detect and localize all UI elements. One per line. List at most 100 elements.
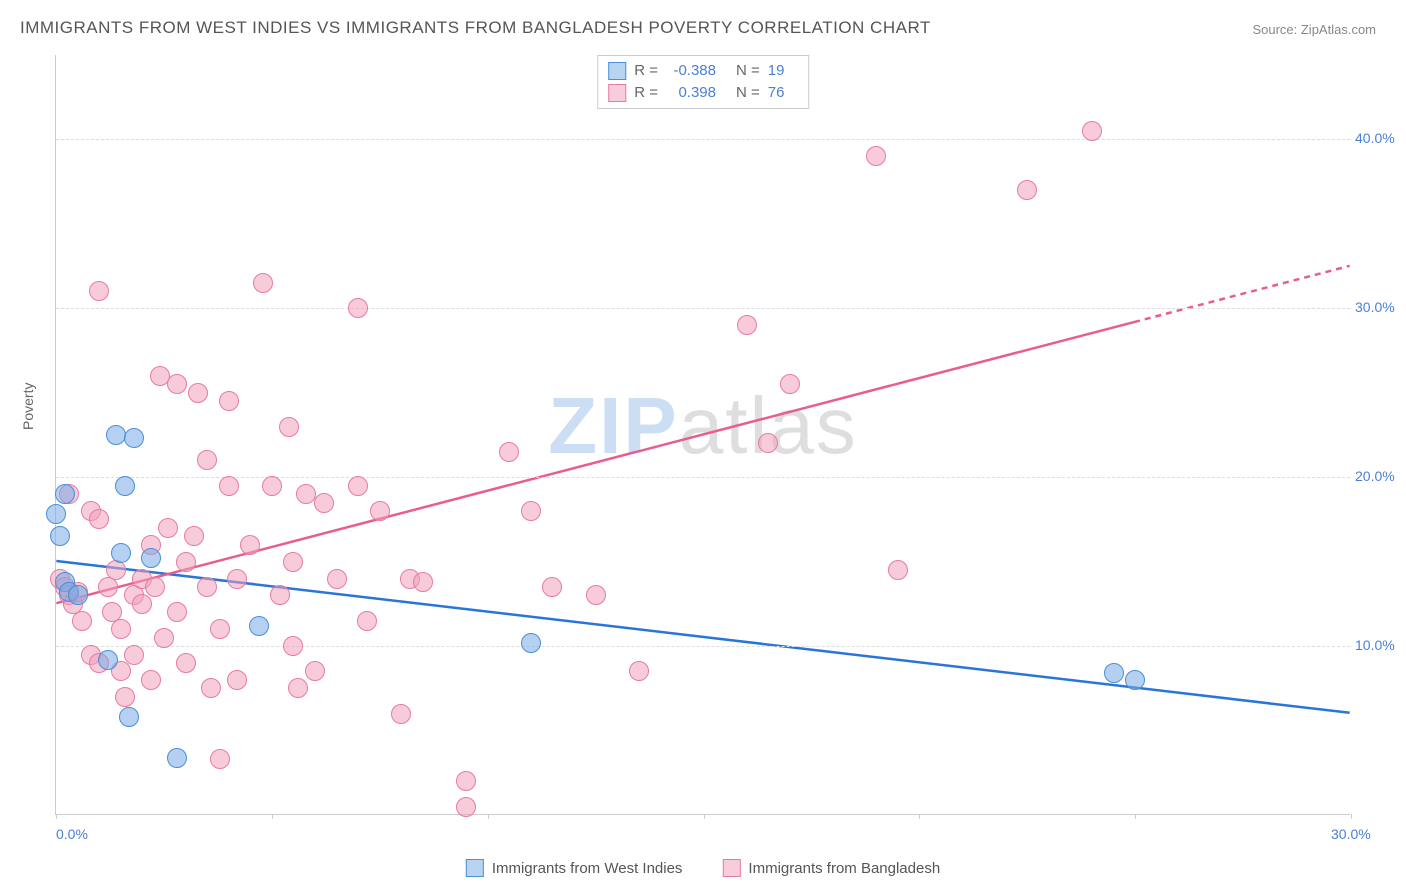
data-point [456, 771, 476, 791]
legend-swatch [608, 84, 626, 102]
data-point [115, 687, 135, 707]
data-point [1017, 180, 1037, 200]
data-point [586, 585, 606, 605]
legend-swatch [466, 859, 484, 877]
data-point [72, 611, 92, 631]
data-point [68, 585, 88, 605]
data-point [55, 484, 75, 504]
data-point [262, 476, 282, 496]
legend-label: Immigrants from Bangladesh [748, 860, 940, 877]
data-point [111, 543, 131, 563]
data-point [1104, 663, 1124, 683]
data-point [499, 442, 519, 462]
data-point [327, 569, 347, 589]
data-point [158, 518, 178, 538]
stat-r-value: -0.388 [666, 60, 716, 82]
data-point [288, 678, 308, 698]
gridline [56, 139, 1350, 140]
data-point [521, 633, 541, 653]
data-point [370, 501, 390, 521]
chart-title: IMMIGRANTS FROM WEST INDIES VS IMMIGRANT… [20, 18, 931, 38]
data-point [357, 611, 377, 631]
gridline [56, 308, 1350, 309]
x-tick-label: 30.0% [1331, 826, 1371, 842]
data-point [167, 748, 187, 768]
stats-row: R = 0.398 N = 76 [608, 82, 798, 104]
data-point [124, 645, 144, 665]
chart-plot-area: ZIPatlas R =-0.388N =19R =0.398N =76 10.… [55, 55, 1350, 815]
x-tick-mark [488, 814, 489, 819]
data-point [758, 433, 778, 453]
data-point [197, 450, 217, 470]
x-tick-mark [56, 814, 57, 819]
data-point [391, 704, 411, 724]
data-point [141, 548, 161, 568]
data-point [167, 602, 187, 622]
data-point [98, 650, 118, 670]
y-tick-label: 40.0% [1355, 130, 1405, 146]
y-tick-label: 10.0% [1355, 637, 1405, 653]
data-point [115, 476, 135, 496]
stat-n-label: N = [736, 82, 760, 104]
gridline [56, 477, 1350, 478]
data-point [737, 315, 757, 335]
data-point [132, 594, 152, 614]
x-tick-mark [272, 814, 273, 819]
data-point [167, 374, 187, 394]
x-tick-mark [919, 814, 920, 819]
y-tick-label: 30.0% [1355, 299, 1405, 315]
data-point [176, 653, 196, 673]
stat-r-value: 0.398 [666, 82, 716, 104]
data-point [154, 628, 174, 648]
stat-r-label: R = [634, 82, 658, 104]
y-tick-label: 20.0% [1355, 468, 1405, 484]
data-point [305, 661, 325, 681]
data-point [249, 616, 269, 636]
data-point [124, 428, 144, 448]
stat-n-value: 76 [768, 82, 798, 104]
data-point [219, 476, 239, 496]
data-point [456, 797, 476, 817]
watermark: ZIPatlas [548, 379, 857, 471]
data-point [89, 509, 109, 529]
data-point [201, 678, 221, 698]
data-point [50, 526, 70, 546]
data-point [780, 374, 800, 394]
data-point [184, 526, 204, 546]
x-tick-mark [704, 814, 705, 819]
bottom-legend: Immigrants from West Indies Immigrants fr… [466, 859, 940, 877]
data-point [227, 569, 247, 589]
x-tick-mark [1351, 814, 1352, 819]
source-attribution: Source: ZipAtlas.com [1252, 22, 1376, 37]
data-point [866, 146, 886, 166]
correlation-stats-box: R =-0.388N =19R =0.398N =76 [597, 55, 809, 109]
legend-label: Immigrants from West Indies [492, 860, 683, 877]
data-point [210, 749, 230, 769]
stat-r-label: R = [634, 60, 658, 82]
data-point [89, 281, 109, 301]
data-point [1125, 670, 1145, 690]
x-tick-mark [1135, 814, 1136, 819]
data-point [629, 661, 649, 681]
data-point [279, 417, 299, 437]
data-point [111, 619, 131, 639]
legend-swatch [608, 62, 626, 80]
data-point [46, 504, 66, 524]
data-point [1082, 121, 1102, 141]
data-point [283, 552, 303, 572]
data-point [283, 636, 303, 656]
data-point [141, 670, 161, 690]
legend-item: Immigrants from Bangladesh [722, 859, 940, 877]
gridline [56, 646, 1350, 647]
stats-row: R =-0.388N =19 [608, 60, 798, 82]
data-point [176, 552, 196, 572]
data-point [197, 577, 217, 597]
data-point [542, 577, 562, 597]
legend-swatch [722, 859, 740, 877]
data-point [888, 560, 908, 580]
data-point [219, 391, 239, 411]
data-point [145, 577, 165, 597]
data-point [240, 535, 260, 555]
data-point [348, 476, 368, 496]
data-point [106, 560, 126, 580]
